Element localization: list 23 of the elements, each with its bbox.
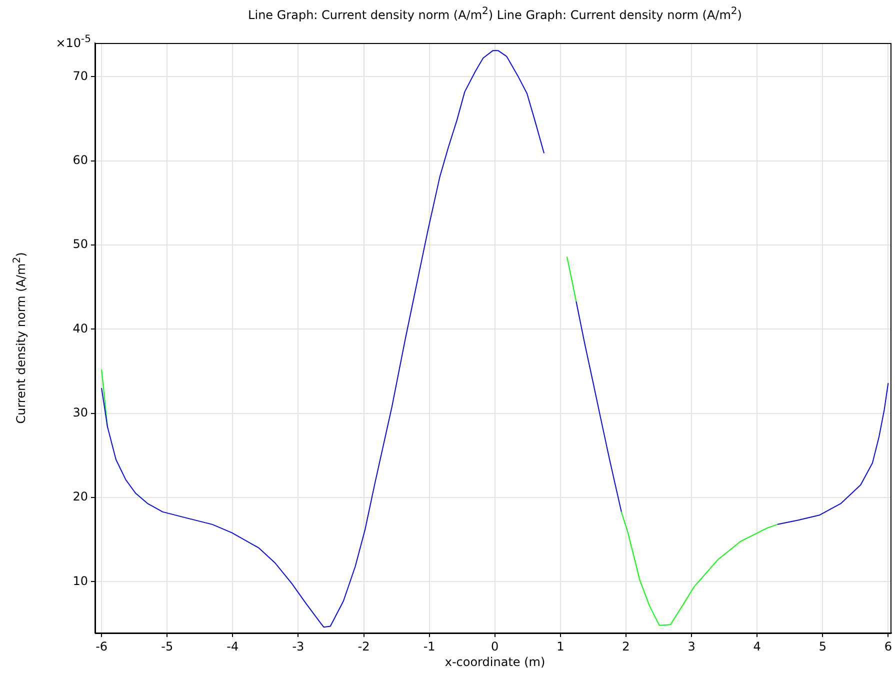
x-tick-label: -2 bbox=[358, 639, 370, 654]
y-tick-label: 50 bbox=[72, 237, 88, 252]
y-tick-label: 60 bbox=[72, 152, 88, 167]
x-tick-label: -6 bbox=[96, 639, 108, 654]
text: ×10$^{-5}$ bbox=[56, 34, 91, 50]
chart-title: Line Graph: Current density norm (A/m$^{2}$) Line Graph: Current density norm (A/m$^{2}$) bbox=[247, 6, 743, 22]
x-axis-title: x-coordinate (m) bbox=[444, 655, 546, 669]
y-tick-label: 30 bbox=[72, 405, 88, 420]
y-tick-label: 40 bbox=[72, 321, 88, 336]
y-tick-label: 70 bbox=[72, 68, 88, 83]
x-tick-label: 1 bbox=[556, 639, 564, 654]
x-tick-label: 0 bbox=[491, 639, 499, 654]
x-tick-label: -1 bbox=[423, 639, 436, 654]
x-tick-label: 3 bbox=[688, 639, 696, 654]
x-tick-label: 5 bbox=[818, 639, 826, 654]
x-tick-label: -3 bbox=[292, 639, 304, 654]
x-tick-label: 6 bbox=[884, 639, 892, 654]
x-tick-label: -5 bbox=[161, 639, 174, 654]
x-tick-label: -4 bbox=[226, 639, 239, 654]
y-tick-label: 10 bbox=[72, 574, 88, 588]
x-tick-label: 4 bbox=[753, 639, 761, 654]
y-tick-label: 20 bbox=[72, 490, 88, 504]
x-tick-label: 2 bbox=[622, 639, 630, 654]
